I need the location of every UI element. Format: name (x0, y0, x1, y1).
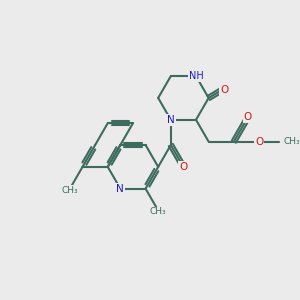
Text: O: O (255, 136, 263, 147)
Text: CH₃: CH₃ (150, 208, 166, 217)
Text: O: O (220, 85, 228, 95)
Text: O: O (179, 162, 188, 172)
Text: NH: NH (189, 71, 203, 81)
Text: N: N (167, 115, 175, 125)
Text: CH₃: CH₃ (61, 186, 78, 195)
Text: CH₃: CH₃ (284, 137, 300, 146)
Text: O: O (244, 112, 252, 122)
Text: N: N (116, 184, 124, 194)
